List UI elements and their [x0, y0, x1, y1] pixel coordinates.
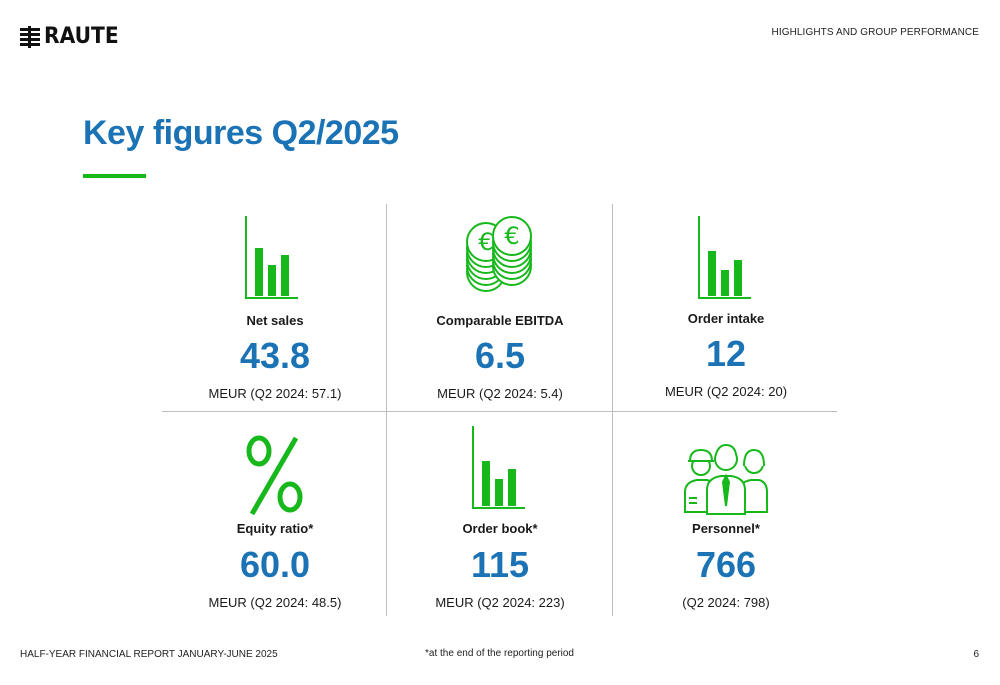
personnel-icon [684, 443, 768, 515]
svg-text:€: € [504, 222, 519, 250]
bar-chart-icon [245, 216, 298, 299]
logo-text: RAUTE [44, 24, 119, 49]
figure-comparison: MEUR (Q2 2024: 223) [435, 595, 565, 610]
raute-logo-icon [20, 25, 40, 48]
figure-label: Net sales [246, 313, 304, 328]
figure-comparison: MEUR (Q2 2024: 57.1) [208, 386, 342, 401]
euro-coins-icon: € € [466, 216, 532, 292]
figure-value: 43.8 [239, 335, 311, 376]
figure-value: 12 [705, 333, 747, 374]
figure-label: Order intake [687, 311, 765, 326]
figure-value: 60.0 [239, 544, 311, 585]
figure-order-intake: Order intake 12 MEUR (Q2 2024: 20) [613, 210, 839, 410]
figure-comparison: MEUR (Q2 2024: 48.5) [208, 595, 342, 610]
svg-text:€: € [478, 228, 493, 256]
page-number: 6 [973, 649, 979, 660]
figure-label: Personnel* [692, 521, 760, 536]
figure-comparison: (Q2 2024: 798) [682, 595, 770, 610]
figure-value: 6.5 [474, 335, 526, 376]
raute-logo: RAUTE [20, 24, 125, 49]
page-title: Key figures Q2/2025 [83, 114, 399, 152]
bar-chart-icon [698, 216, 751, 299]
figure-label: Equity ratio* [236, 521, 314, 536]
section-label: HIGHLIGHTS AND GROUP PERFORMANCE [771, 27, 979, 38]
grid-divider-vertical-1 [386, 204, 387, 616]
report-name: HALF-YEAR FINANCIAL REPORT JANUARY-JUNE … [20, 649, 278, 660]
figure-value: 766 [695, 544, 757, 585]
figure-value: 115 [470, 544, 530, 585]
figure-personnel: Personnel* 766 (Q2 2024: 798) [613, 420, 839, 620]
grid-divider-horizontal [162, 411, 837, 412]
figure-equity-ratio: Equity ratio* 60.0 MEUR (Q2 2024: 48.5) [162, 420, 388, 620]
percent-icon [246, 435, 303, 516]
figure-label: Comparable EBITDA [436, 313, 564, 328]
bar-chart-icon [472, 426, 525, 509]
figure-comparison: MEUR (Q2 2024: 20) [664, 384, 788, 399]
figure-order-book: Order book* 115 MEUR (Q2 2024: 223) [387, 420, 613, 620]
figure-comparable-ebitda: € € Comparable EBITDA 6.5 MEUR (Q2 2024:… [387, 210, 613, 410]
figure-label: Order book* [462, 521, 538, 536]
figure-net-sales: Net sales 43.8 MEUR (Q2 2024: 57.1) [162, 210, 388, 410]
figure-comparison: MEUR (Q2 2024: 5.4) [437, 386, 563, 401]
footnote: *at the end of the reporting period [425, 648, 574, 659]
title-underline [83, 174, 146, 178]
grid-divider-vertical-2 [612, 204, 613, 616]
